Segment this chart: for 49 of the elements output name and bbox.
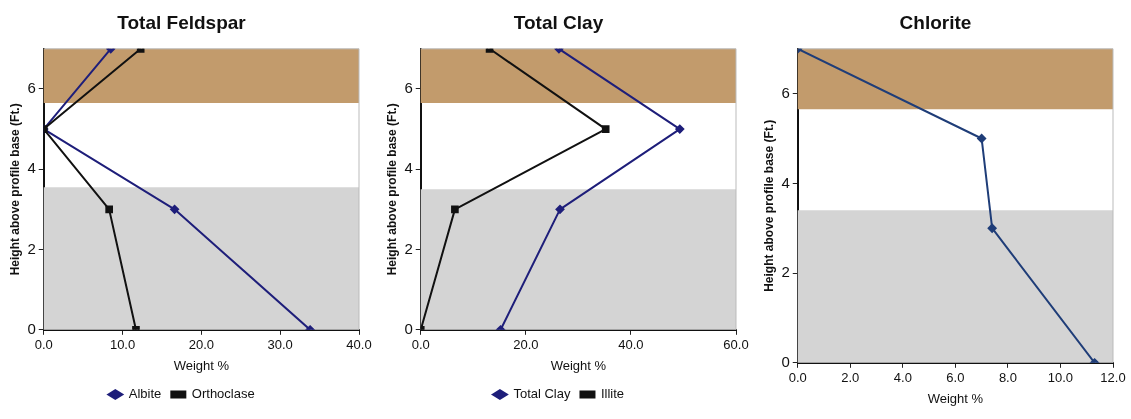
x-tick-label: 10.0 bbox=[1047, 370, 1074, 386]
chart-title: Total Feldspar bbox=[117, 11, 247, 33]
point bbox=[105, 205, 113, 214]
legend-label: Total Clay bbox=[513, 386, 571, 402]
y-axis-title: Height above profile base (Ft.) bbox=[761, 119, 776, 292]
y-tick-label: 2 bbox=[404, 239, 413, 257]
x-axis-title: Weight % bbox=[173, 357, 230, 373]
chart-title: Chlorite bbox=[899, 11, 972, 33]
y-tick-label: 6 bbox=[781, 83, 790, 101]
legend-label: Illite bbox=[600, 386, 625, 402]
x-tick-label: 60.0 bbox=[723, 337, 749, 353]
x-tick-label: 12.0 bbox=[1100, 370, 1126, 386]
y-tick-label: 6 bbox=[404, 79, 413, 97]
point bbox=[170, 204, 180, 214]
x-tick-label: 4.0 bbox=[893, 370, 912, 386]
point bbox=[601, 125, 610, 133]
x-tick-label: 10.0 bbox=[109, 337, 136, 353]
y-tick-label: 0 bbox=[27, 319, 36, 337]
y-tick-label: 0 bbox=[404, 319, 413, 337]
chart-title: Total Clay bbox=[513, 11, 604, 33]
x-tick-label: 8.0 bbox=[998, 370, 1017, 386]
legend-label: Albite bbox=[128, 386, 162, 402]
y-tick-label: 4 bbox=[27, 159, 36, 177]
x-tick-label: 6.0 bbox=[946, 370, 965, 386]
y-tick-label: 0 bbox=[781, 352, 790, 370]
point bbox=[675, 124, 685, 134]
y-axis-title: Height above profile base (Ft.) bbox=[384, 103, 399, 276]
point bbox=[987, 223, 997, 233]
x-tick-label: 0.0 bbox=[411, 337, 430, 353]
x-tick-label: 40.0 bbox=[618, 337, 644, 353]
x-axis-title: Weight % bbox=[927, 390, 984, 406]
point bbox=[451, 205, 459, 214]
x-tick-label: 0.0 bbox=[34, 337, 53, 353]
y-tick-label: 6 bbox=[27, 79, 36, 97]
x-tick-label: 40.0 bbox=[346, 337, 372, 353]
legend-label: Orthoclase bbox=[191, 386, 255, 402]
point bbox=[977, 134, 987, 144]
y-tick-label: 4 bbox=[781, 173, 790, 191]
y-axis-title: Height above profile base (Ft.) bbox=[7, 103, 22, 276]
y-tick-label: 2 bbox=[781, 263, 790, 281]
x-tick-label: 30.0 bbox=[267, 337, 293, 353]
point bbox=[555, 204, 565, 214]
x-tick-label: 0.0 bbox=[788, 370, 807, 386]
x-tick-label: 2.0 bbox=[841, 370, 860, 386]
x-tick-label: 20.0 bbox=[513, 337, 539, 353]
x-axis-title: Weight % bbox=[550, 357, 607, 373]
x-tick-label: 20.0 bbox=[188, 337, 215, 353]
y-tick-label: 4 bbox=[404, 159, 413, 177]
y-tick-label: 2 bbox=[27, 239, 36, 257]
